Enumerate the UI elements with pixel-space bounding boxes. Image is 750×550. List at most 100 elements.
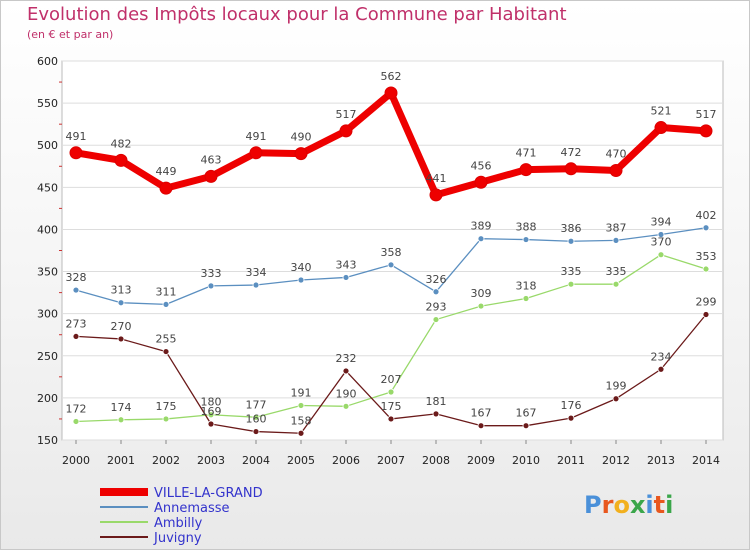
point-annemasse-2008 bbox=[432, 288, 440, 296]
point-annemasse-2011 bbox=[567, 237, 575, 245]
data-label-ambilly-2007: 207 bbox=[381, 373, 402, 386]
point-juvigny-2012 bbox=[612, 395, 620, 403]
point-juvigny-2002 bbox=[162, 348, 170, 355]
point-annemasse-2007 bbox=[387, 261, 395, 269]
point-ambilly-2011 bbox=[567, 280, 575, 288]
legend-label-juvigny: Juvigny bbox=[153, 531, 202, 546]
legend-label-annemasse: Annemasse bbox=[154, 501, 230, 516]
data-label-ville-la-grand-2003: 463 bbox=[201, 153, 222, 166]
point-ville-la-grand-2000 bbox=[69, 146, 83, 160]
x-tick-label-2001: 2001 bbox=[107, 454, 135, 467]
point-annemasse-2006 bbox=[342, 274, 350, 281]
data-label-ambilly-2000: 172 bbox=[66, 402, 87, 415]
point-ville-la-grand-2007 bbox=[384, 86, 398, 100]
point-juvigny-2003 bbox=[207, 420, 215, 428]
data-label-ville-la-grand-2005: 490 bbox=[291, 131, 312, 144]
point-juvigny-2013 bbox=[657, 365, 665, 373]
point-ambilly-2009 bbox=[477, 302, 485, 310]
data-label-juvigny-2004: 160 bbox=[246, 413, 267, 426]
data-label-annemasse-2014: 402 bbox=[696, 209, 717, 222]
point-ambilly-2010 bbox=[522, 295, 530, 302]
data-label-ambilly-2012: 335 bbox=[606, 265, 627, 278]
data-label-ambilly-2010: 318 bbox=[516, 280, 537, 293]
y-tick-label-150: 150 bbox=[37, 434, 58, 447]
point-ville-la-grand-2001 bbox=[114, 153, 128, 167]
data-label-annemasse-2012: 387 bbox=[606, 221, 627, 234]
x-tick-label-2012: 2012 bbox=[602, 454, 630, 467]
point-ambilly-2005 bbox=[297, 402, 305, 409]
point-ambilly-2002 bbox=[162, 415, 170, 423]
data-label-annemasse-2000: 328 bbox=[66, 271, 87, 284]
data-label-juvigny-2011: 176 bbox=[561, 399, 582, 412]
data-label-ambilly-2006: 190 bbox=[336, 387, 357, 400]
point-ambilly-2006 bbox=[342, 402, 350, 410]
data-label-juvigny-2007: 175 bbox=[381, 400, 402, 413]
point-ville-la-grand-2011 bbox=[564, 162, 578, 176]
data-label-annemasse-2004: 334 bbox=[246, 266, 267, 279]
logo-letter: i bbox=[665, 491, 674, 519]
point-juvigny-2010 bbox=[522, 422, 530, 430]
point-annemasse-2014 bbox=[702, 224, 710, 232]
point-annemasse-2013 bbox=[657, 231, 665, 238]
point-ambilly-2012 bbox=[612, 280, 620, 288]
legend-label-ville-la-grand: VILLE-LA-GRAND bbox=[154, 486, 263, 501]
point-ambilly-2000 bbox=[72, 418, 80, 425]
plot-area bbox=[61, 60, 724, 441]
data-label-ville-la-grand-2002: 449 bbox=[156, 165, 177, 178]
data-label-ville-la-grand-2001: 482 bbox=[111, 137, 132, 150]
point-juvigny-2008 bbox=[432, 410, 440, 418]
point-ville-la-grand-2008 bbox=[429, 188, 443, 202]
data-label-annemasse-2013: 394 bbox=[651, 215, 672, 228]
data-label-annemasse-2005: 340 bbox=[291, 261, 312, 274]
point-annemasse-2004 bbox=[252, 281, 260, 289]
x-tick-label-2005: 2005 bbox=[287, 454, 315, 467]
point-ambilly-2003 bbox=[207, 411, 215, 419]
x-tick-label-2010: 2010 bbox=[512, 454, 540, 467]
logo-letter: t bbox=[653, 491, 666, 519]
y-tick-label-350: 350 bbox=[37, 266, 58, 279]
legend-label-ambilly: Ambilly bbox=[154, 516, 203, 531]
point-ville-la-grand-2004 bbox=[249, 146, 263, 160]
point-annemasse-2001 bbox=[117, 299, 125, 307]
point-juvigny-2009 bbox=[477, 422, 485, 430]
x-tick-label-2003: 2003 bbox=[197, 454, 225, 467]
x-tick-label-2002: 2002 bbox=[152, 454, 180, 467]
chart-title: Evolution des Impôts locaux pour la Comm… bbox=[27, 4, 567, 25]
data-label-ville-la-grand-2004: 491 bbox=[246, 130, 267, 143]
data-label-annemasse-2008: 326 bbox=[426, 273, 447, 286]
data-label-juvigny-2000: 273 bbox=[66, 317, 87, 330]
point-ambilly-2004 bbox=[252, 413, 260, 421]
data-label-ambilly-2009: 309 bbox=[471, 287, 492, 300]
data-label-ville-la-grand-2007: 562 bbox=[381, 70, 402, 83]
logo-letter: i bbox=[645, 491, 654, 519]
x-tick-label-2006: 2006 bbox=[332, 454, 360, 467]
point-juvigny-2014 bbox=[702, 311, 710, 318]
data-label-juvigny-2013: 234 bbox=[651, 350, 672, 363]
data-label-annemasse-2011: 386 bbox=[561, 222, 582, 235]
data-label-juvigny-2012: 199 bbox=[606, 380, 627, 393]
point-juvigny-2011 bbox=[567, 414, 575, 422]
point-ville-la-grand-2012 bbox=[609, 163, 623, 177]
data-label-annemasse-2003: 333 bbox=[201, 267, 222, 280]
point-juvigny-2004 bbox=[252, 428, 260, 435]
point-ambilly-2008 bbox=[432, 316, 440, 323]
y-tick-label-600: 600 bbox=[37, 55, 58, 68]
point-juvigny-2006 bbox=[342, 367, 350, 375]
data-label-ville-la-grand-2013: 521 bbox=[651, 105, 672, 118]
point-annemasse-2010 bbox=[522, 236, 530, 243]
point-ville-la-grand-2009 bbox=[474, 175, 488, 189]
logo-letter: P bbox=[584, 491, 602, 519]
point-juvigny-2000 bbox=[72, 333, 80, 340]
x-tick-label-2007: 2007 bbox=[377, 454, 405, 467]
data-label-ville-la-grand-2012: 470 bbox=[606, 147, 627, 160]
data-label-annemasse-2009: 389 bbox=[471, 220, 492, 233]
data-label-juvigny-2002: 255 bbox=[156, 333, 177, 346]
proxiti-logo[interactable]: Proxiti bbox=[584, 491, 673, 519]
data-label-juvigny-2009: 167 bbox=[471, 407, 492, 420]
data-label-juvigny-2010: 167 bbox=[516, 407, 537, 420]
chart-subtitle: (en € et par an) bbox=[27, 28, 114, 41]
point-ville-la-grand-2014 bbox=[699, 124, 713, 138]
x-tick-label-2009: 2009 bbox=[467, 454, 495, 467]
data-label-ambilly-2008: 293 bbox=[426, 301, 447, 314]
